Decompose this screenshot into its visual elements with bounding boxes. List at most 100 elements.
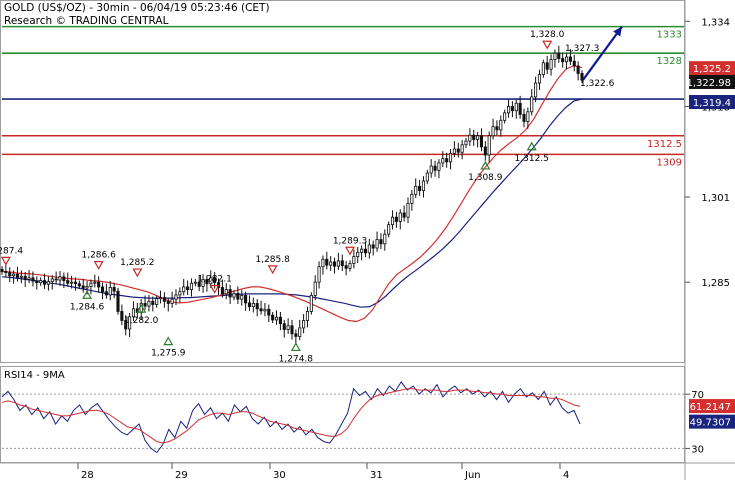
candle-down <box>31 277 35 282</box>
candle-up <box>232 292 236 298</box>
candle-down <box>77 283 81 287</box>
level-label: 1312.5 <box>647 139 682 150</box>
candle-up <box>178 291 182 296</box>
candle-up <box>530 96 534 113</box>
ema-slow-end-label: 1,322.6 <box>580 79 615 89</box>
candle-down <box>522 114 526 122</box>
candle-down <box>228 289 232 298</box>
candle-up <box>201 279 205 287</box>
rsi-badge <box>689 414 735 429</box>
candle-down <box>379 239 383 245</box>
candle-up <box>487 135 491 156</box>
rsi-title: RSI14 - 9MA <box>4 370 65 381</box>
rsi-badge-label: 49.7307 <box>690 418 731 429</box>
candle-down <box>120 311 124 321</box>
candle-up <box>317 266 321 283</box>
swing-high-label: 1,328.0 <box>530 30 565 40</box>
time-axis-label: 30 <box>273 470 286 480</box>
candle-down <box>220 287 224 295</box>
swing-high-label: 1,289.3 <box>333 236 367 246</box>
swing-low-marker <box>163 336 174 346</box>
candle-down <box>236 292 240 300</box>
candle-up <box>506 106 511 114</box>
candle-up <box>452 148 456 154</box>
candle-down <box>332 261 337 267</box>
swing-low-marker <box>480 160 491 170</box>
candle-down <box>104 291 108 296</box>
candle-down <box>97 281 101 288</box>
candle-up <box>263 308 267 312</box>
candle-down <box>255 303 259 310</box>
swing-high-marker <box>93 261 104 270</box>
candle-down <box>561 58 565 63</box>
candle-up <box>476 135 480 140</box>
candle-down <box>259 308 263 312</box>
candle-up <box>564 56 569 63</box>
swing-high-marker <box>344 246 356 256</box>
candle-up <box>108 287 112 296</box>
candle-down <box>166 300 170 304</box>
swing-low-label: 1,282.0 <box>124 316 159 326</box>
swing-low-marker <box>82 290 93 299</box>
swing-low-marker <box>136 303 147 313</box>
candle-up <box>534 82 538 98</box>
candle-down <box>418 185 422 191</box>
candle-up <box>421 180 426 191</box>
candle-down <box>294 333 298 337</box>
candle-down <box>433 165 437 171</box>
swing-high-label: 1,282.1 <box>197 275 231 285</box>
candle-down <box>271 314 275 321</box>
rsi-ma-line <box>1 388 581 444</box>
candle-up <box>209 277 213 285</box>
candle-up <box>553 52 557 61</box>
candle-up <box>329 261 333 266</box>
candle-down <box>282 323 286 330</box>
candle-down <box>344 265 348 269</box>
level-label: 1309 <box>657 157 682 168</box>
candle-up <box>309 295 313 312</box>
candle-down <box>0 268 4 272</box>
swing-low-marker <box>526 141 537 151</box>
time-axis-label: 28 <box>81 470 94 480</box>
candle-down <box>267 308 271 316</box>
candle-up <box>352 256 356 264</box>
candle-up <box>193 281 197 284</box>
candle-down <box>479 135 484 148</box>
swing-high-label: 1,286.6 <box>81 251 116 261</box>
candle-up <box>182 286 186 293</box>
candle-down <box>66 280 70 284</box>
candle-down <box>73 281 78 285</box>
candle-down <box>205 279 209 285</box>
forecast-arrow-head <box>613 26 622 37</box>
candle-up <box>158 297 163 300</box>
candle-down <box>112 287 116 292</box>
swing-low-label: 1,312.5 <box>515 154 549 164</box>
candle-down <box>197 281 201 287</box>
candle-down <box>568 56 572 62</box>
candle-up <box>336 260 340 267</box>
candle-down <box>100 286 105 293</box>
candle-down <box>576 65 580 74</box>
swing-high-marker <box>209 284 220 294</box>
candle-down <box>456 148 460 153</box>
candle-down <box>162 297 166 302</box>
swing-low-label: 1,275.9 <box>151 349 186 359</box>
swing-high-marker <box>267 265 278 275</box>
candle-down <box>402 212 406 218</box>
candle-up <box>286 325 290 330</box>
candle-up <box>549 59 553 70</box>
candle-up <box>503 112 507 121</box>
candle-up <box>251 303 255 308</box>
forecast-arrow-line <box>582 25 623 81</box>
candle-up <box>367 244 371 254</box>
candle-down <box>394 216 398 222</box>
candle-up <box>170 298 174 304</box>
candle-up <box>526 111 530 122</box>
candle-down <box>247 302 252 308</box>
candle-up <box>537 74 542 84</box>
price-axis-label: 1,334 <box>701 17 730 28</box>
candle-up <box>93 281 97 284</box>
candle-up <box>514 102 518 112</box>
candle-up <box>429 165 433 174</box>
